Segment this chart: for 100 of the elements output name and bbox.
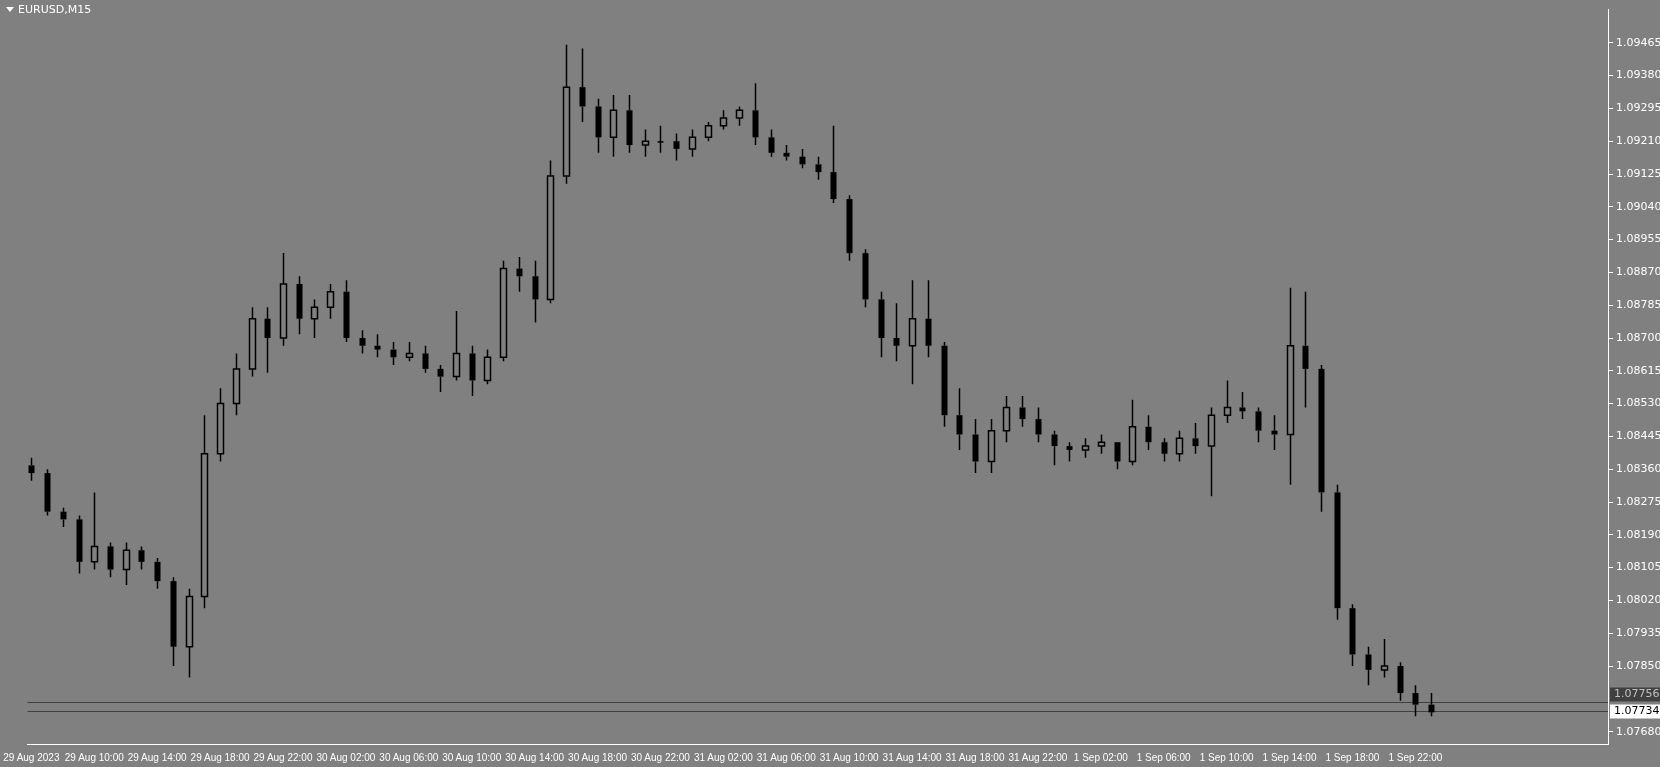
x-tick-label: 31 Aug 22:00 bbox=[1008, 751, 1068, 763]
y-tick-label: 1.07850 bbox=[1616, 658, 1660, 672]
candlestick bbox=[216, 387, 225, 463]
x-tick-label: 29 Aug 10:00 bbox=[64, 751, 125, 763]
x-tick-label: 1 Sep 02:00 bbox=[1073, 751, 1129, 763]
x-tick-label: 1 Sep 14:00 bbox=[1262, 751, 1317, 763]
candlestick bbox=[609, 94, 618, 158]
candlestick bbox=[1019, 395, 1026, 428]
candlestick bbox=[90, 491, 99, 571]
y-tick-label: 1.09380 bbox=[1616, 68, 1660, 82]
candlestick bbox=[1318, 364, 1325, 513]
x-tick-label: 29 Aug 2023 bbox=[3, 751, 60, 763]
candlestick bbox=[1302, 290, 1309, 409]
candlestick bbox=[878, 290, 885, 359]
x-tick-label: 31 Aug 10:00 bbox=[819, 751, 880, 763]
y-tick-label: 1.08530 bbox=[1616, 396, 1660, 410]
y-tick-label: 1.08785 bbox=[1616, 298, 1660, 312]
candlestick bbox=[1207, 406, 1216, 497]
ref-line-label: 1.07756 bbox=[1614, 687, 1660, 701]
candlestick bbox=[1412, 684, 1419, 717]
candlestick bbox=[232, 352, 241, 416]
ref-line-label: 1.07734 bbox=[1614, 704, 1660, 718]
x-tick-label: 1 Sep 06:00 bbox=[1136, 751, 1192, 763]
x-tick-label: 30 Aug 22:00 bbox=[630, 751, 691, 763]
candlestick bbox=[752, 82, 759, 146]
candlestick bbox=[469, 344, 476, 397]
y-tick-label: 1.08105 bbox=[1616, 560, 1660, 574]
y-tick-label: 1.08615 bbox=[1616, 363, 1660, 377]
x-tick-label: 30 Aug 14:00 bbox=[505, 751, 565, 763]
candlestick bbox=[248, 306, 257, 378]
x-tick-label: 30 Aug 02:00 bbox=[316, 751, 376, 763]
x-tick-label: 31 Aug 06:00 bbox=[756, 751, 817, 763]
candlestick bbox=[1223, 379, 1232, 424]
y-tick-label: 1.09125 bbox=[1616, 166, 1660, 180]
x-tick-label: 1 Sep 18:00 bbox=[1325, 751, 1380, 763]
candlestick bbox=[908, 279, 917, 386]
candlestick bbox=[1035, 406, 1042, 443]
candlestick bbox=[200, 414, 209, 609]
x-tick-label: 1 Sep 10:00 bbox=[1199, 751, 1255, 763]
candlestick bbox=[452, 310, 461, 382]
candlestick bbox=[641, 128, 650, 158]
candlestick bbox=[1380, 638, 1389, 679]
candlestick bbox=[956, 387, 963, 451]
candlestick bbox=[279, 252, 288, 347]
candlestick bbox=[437, 364, 444, 393]
candlestick bbox=[326, 283, 335, 320]
candlestick bbox=[1145, 414, 1152, 451]
x-tick-label: 29 Aug 14:00 bbox=[127, 751, 188, 763]
candlestick bbox=[1286, 287, 1295, 486]
y-tick-label: 1.08020 bbox=[1616, 593, 1660, 607]
y-tick-label: 1.08360 bbox=[1616, 462, 1660, 476]
candlestick bbox=[562, 43, 571, 185]
candlestick bbox=[374, 333, 381, 359]
y-tick-label: 1.07680 bbox=[1616, 724, 1660, 738]
candlestick bbox=[546, 159, 555, 305]
candlestick bbox=[1002, 395, 1011, 443]
candlestick bbox=[673, 132, 680, 162]
candlestick bbox=[626, 94, 633, 154]
y-tick-label: 1.08700 bbox=[1616, 330, 1660, 344]
candlestick bbox=[893, 302, 900, 362]
y-tick-label: 1.07935 bbox=[1616, 626, 1660, 640]
chart-title: EURUSD,M15 bbox=[18, 3, 92, 16]
candlestick bbox=[1239, 391, 1246, 420]
candlestick bbox=[122, 541, 131, 586]
candlestick bbox=[264, 306, 271, 374]
candlestick bbox=[972, 418, 979, 474]
candlestick bbox=[1051, 429, 1058, 467]
x-tick-label: 30 Aug 10:00 bbox=[442, 751, 502, 763]
candlestick bbox=[516, 256, 523, 293]
candlestick bbox=[170, 576, 177, 667]
x-tick-label: 29 Aug 22:00 bbox=[253, 751, 313, 763]
candlestick bbox=[925, 279, 932, 359]
candlestick bbox=[185, 588, 194, 679]
candlestick bbox=[310, 298, 319, 339]
x-tick-label: 31 Aug 14:00 bbox=[882, 751, 942, 763]
y-tick-label: 1.08445 bbox=[1616, 429, 1660, 443]
candlestick bbox=[532, 260, 539, 324]
x-tick-label: 29 Aug 18:00 bbox=[190, 751, 250, 763]
candlestick bbox=[296, 275, 303, 335]
candlestick bbox=[830, 125, 837, 204]
y-tick-label: 1.09210 bbox=[1616, 134, 1660, 148]
candlestick bbox=[1192, 422, 1199, 455]
y-tick-label: 1.09465 bbox=[1616, 35, 1660, 49]
y-tick-label: 1.08190 bbox=[1616, 527, 1660, 541]
y-tick-label: 1.08275 bbox=[1616, 494, 1660, 508]
x-tick-label: 1 Sep 22:00 bbox=[1388, 751, 1443, 763]
candlestick bbox=[1365, 646, 1372, 687]
y-tick-label: 1.08870 bbox=[1616, 265, 1660, 279]
candlestick bbox=[595, 98, 602, 154]
candlestick bbox=[1334, 483, 1341, 621]
x-tick-label: 30 Aug 18:00 bbox=[568, 751, 628, 763]
candlestick bbox=[579, 47, 586, 123]
candlestick bbox=[987, 418, 996, 474]
x-tick-label: 31 Aug 18:00 bbox=[945, 751, 1005, 763]
y-tick-label: 1.08955 bbox=[1616, 232, 1660, 246]
x-tick-label: 31 Aug 02:00 bbox=[693, 751, 754, 763]
candlestick bbox=[1128, 399, 1137, 467]
y-tick-label: 1.09040 bbox=[1616, 199, 1660, 213]
x-tick-label: 30 Aug 06:00 bbox=[379, 751, 439, 763]
candlestick bbox=[657, 125, 664, 154]
